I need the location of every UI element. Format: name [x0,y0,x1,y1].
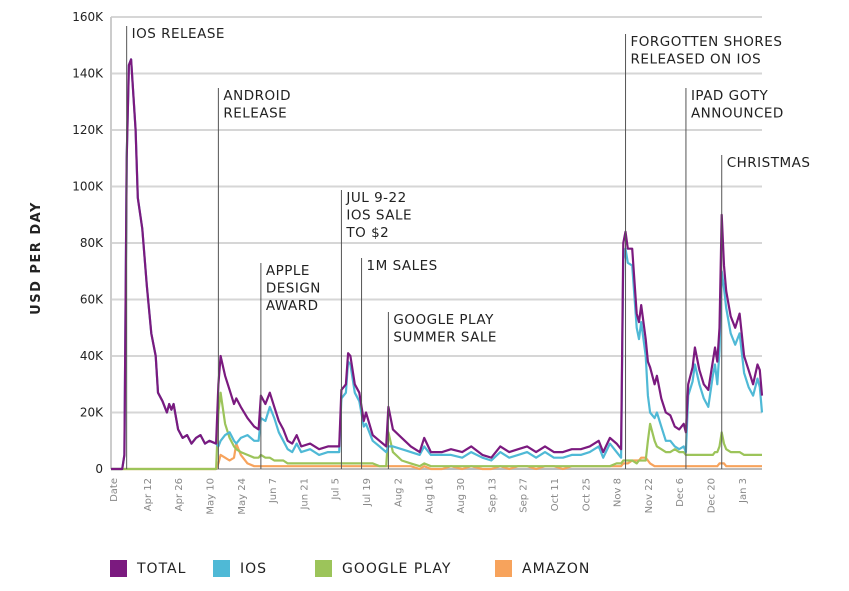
y-tick-label: 160K [72,10,104,24]
legend-swatch-amazon [495,560,512,577]
y-tick-label: 100K [72,180,104,194]
annotation-label: IOS RELEASE [132,26,225,42]
annotation-label: RELEASED ON IOS [631,52,762,68]
annotation-label: CHRISTMAS [727,155,811,171]
annotation-label: DESIGN [266,281,321,297]
annotation-label: GOOGLE PLAY [393,312,494,328]
annotation-label: TO $2 [345,225,389,241]
y-tick-label: 80K [80,236,104,250]
y-tick-label: 120K [72,123,104,137]
annotation-label: IPAD GOTY [691,88,769,104]
x-tick-label: Apr 12 [143,478,154,511]
x-tick-label: Oct 25 [581,478,592,511]
annotation-label: 1M SALES [367,258,438,274]
annotation-label: FORGOTTEN SHORES [631,34,783,50]
legend-label-total: TOTAL [137,560,187,577]
x-tick-label: Aug 16 [425,478,436,513]
x-tick-label: Jan 3 [738,478,749,504]
annotation-label: APPLE [266,263,310,279]
x-tick-label: Aug 30 [456,478,467,513]
x-tick-label: Jun 21 [299,478,310,511]
x-tick-label: Dec 6 [675,478,686,507]
legend-label-ios: IOS [240,560,268,577]
y-tick-label: 0 [95,462,103,476]
annotation-label: ANDROID [223,88,291,104]
x-tick-label: Dec 20 [707,478,718,513]
y-tick-label: 140K [72,67,104,81]
legend-label-amazon: AMAZON [522,560,591,577]
annotation-label: RELEASE [223,106,287,122]
x-tick-label: Apr 26 [174,478,185,511]
legend-item-total: TOTAL [110,560,186,577]
x-tick-label: May 24 [237,478,248,515]
series-line-google-play [111,391,762,471]
annotation-label: SUMMER SALE [393,330,497,346]
legend-swatch-google-play [315,560,332,577]
annotation-label: IOS SALE [346,208,412,224]
x-tick-label: Jun 7 [268,478,279,504]
legend-swatch-ios [213,560,230,577]
x-tick-label: May 10 [205,478,216,515]
legend-label-google-play: GOOGLE PLAY [342,560,452,577]
x-tick-label: Sep 27 [519,478,530,513]
annotation-label: AWARD [266,298,319,314]
x-axis-label: Date [109,478,120,502]
legend-item-amazon: AMAZON [495,560,590,577]
legend-item-google-play: GOOGLE PLAY [315,560,451,577]
x-tick-label: Sep 13 [487,478,498,513]
y-tick-label: 60K [80,293,104,307]
annotation-label: ANNOUNCED [691,106,784,122]
legend-swatch-total [110,560,127,577]
y-axis-label: USD PER DAY [29,201,44,315]
x-tick-label: Nov 22 [644,478,655,513]
x-tick-label: Jul 19 [362,478,373,507]
legend-item-ios: IOS [213,560,267,577]
y-tick-label: 40K [80,349,104,363]
x-tick-label: Nov 8 [613,478,624,507]
x-tick-label: Jul 5 [331,478,342,501]
x-tick-label: Oct 11 [550,478,561,511]
y-tick-label: 20K [80,406,104,420]
annotation-label: JUL 9-22 [345,190,406,206]
x-tick-label: Aug 2 [393,478,404,507]
